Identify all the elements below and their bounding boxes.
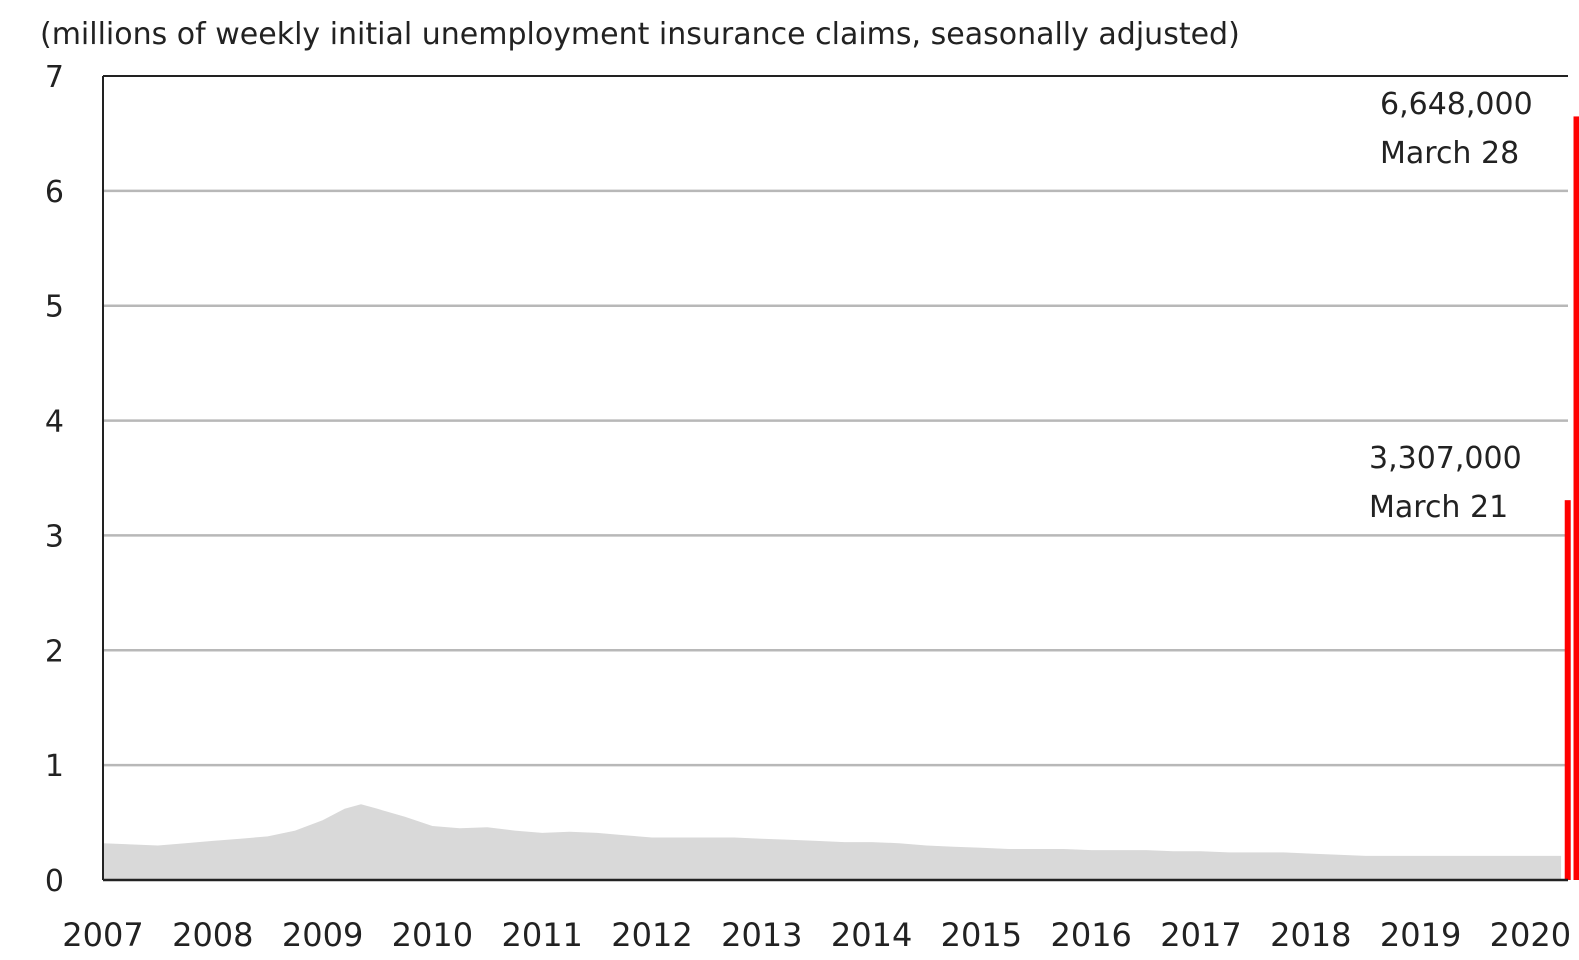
claims-bar [1564, 500, 1571, 880]
y-tick-label: 3 [45, 519, 64, 554]
axes [102, 75, 1568, 882]
x-tick-label: 2014 [831, 916, 912, 954]
gridlines [103, 189, 1568, 767]
y-tick-label: 2 [45, 634, 64, 669]
annotation-value: 3,307,000 [1369, 441, 1522, 476]
x-tick-label: 2016 [1050, 916, 1131, 954]
x-tick-label: 2010 [392, 916, 473, 954]
x-tick-label: 2015 [941, 916, 1022, 954]
x-tick-label: 2018 [1270, 916, 1351, 954]
weekly-claims-area [103, 804, 1562, 880]
x-tick-label: 2011 [501, 916, 582, 954]
y-tick-label: 0 [45, 864, 64, 899]
y-tick-label: 5 [45, 290, 64, 325]
annotation-value: 6,648,000 [1380, 87, 1533, 122]
x-tick-label: 2012 [611, 916, 692, 954]
y-tick-label: 6 [45, 175, 64, 210]
x-tick-label: 2007 [62, 916, 143, 954]
x-tick-label: 2008 [172, 916, 253, 954]
x-tick-label: 2019 [1380, 916, 1461, 954]
claims-area-path [103, 804, 1562, 880]
annotation-date: March 21 [1369, 490, 1508, 525]
y-tick-label: 7 [45, 60, 64, 95]
x-tick-label: 2020 [1490, 916, 1571, 954]
x-tick-label: 2009 [282, 916, 363, 954]
annotations: 6,648,000 March 28 3,307,000 March 21 [1369, 87, 1533, 525]
y-tick-labels: 0 1 2 3 4 5 6 7 [45, 60, 64, 899]
annotation-date: March 28 [1380, 136, 1519, 171]
x-tick-label: 2017 [1160, 916, 1241, 954]
chart-subtitle: (millions of weekly initial unemployment… [40, 17, 1240, 52]
y-tick-label: 4 [45, 405, 64, 440]
x-tick-labels: 2007 2008 2009 2010 2011 2012 2013 2014 2015 2016… [62, 916, 1571, 954]
y-tick-label: 1 [45, 749, 64, 784]
x-tick-label: 2013 [721, 916, 802, 954]
recent-claims-bars [1564, 116, 1579, 881]
claims-bar [1573, 116, 1579, 881]
